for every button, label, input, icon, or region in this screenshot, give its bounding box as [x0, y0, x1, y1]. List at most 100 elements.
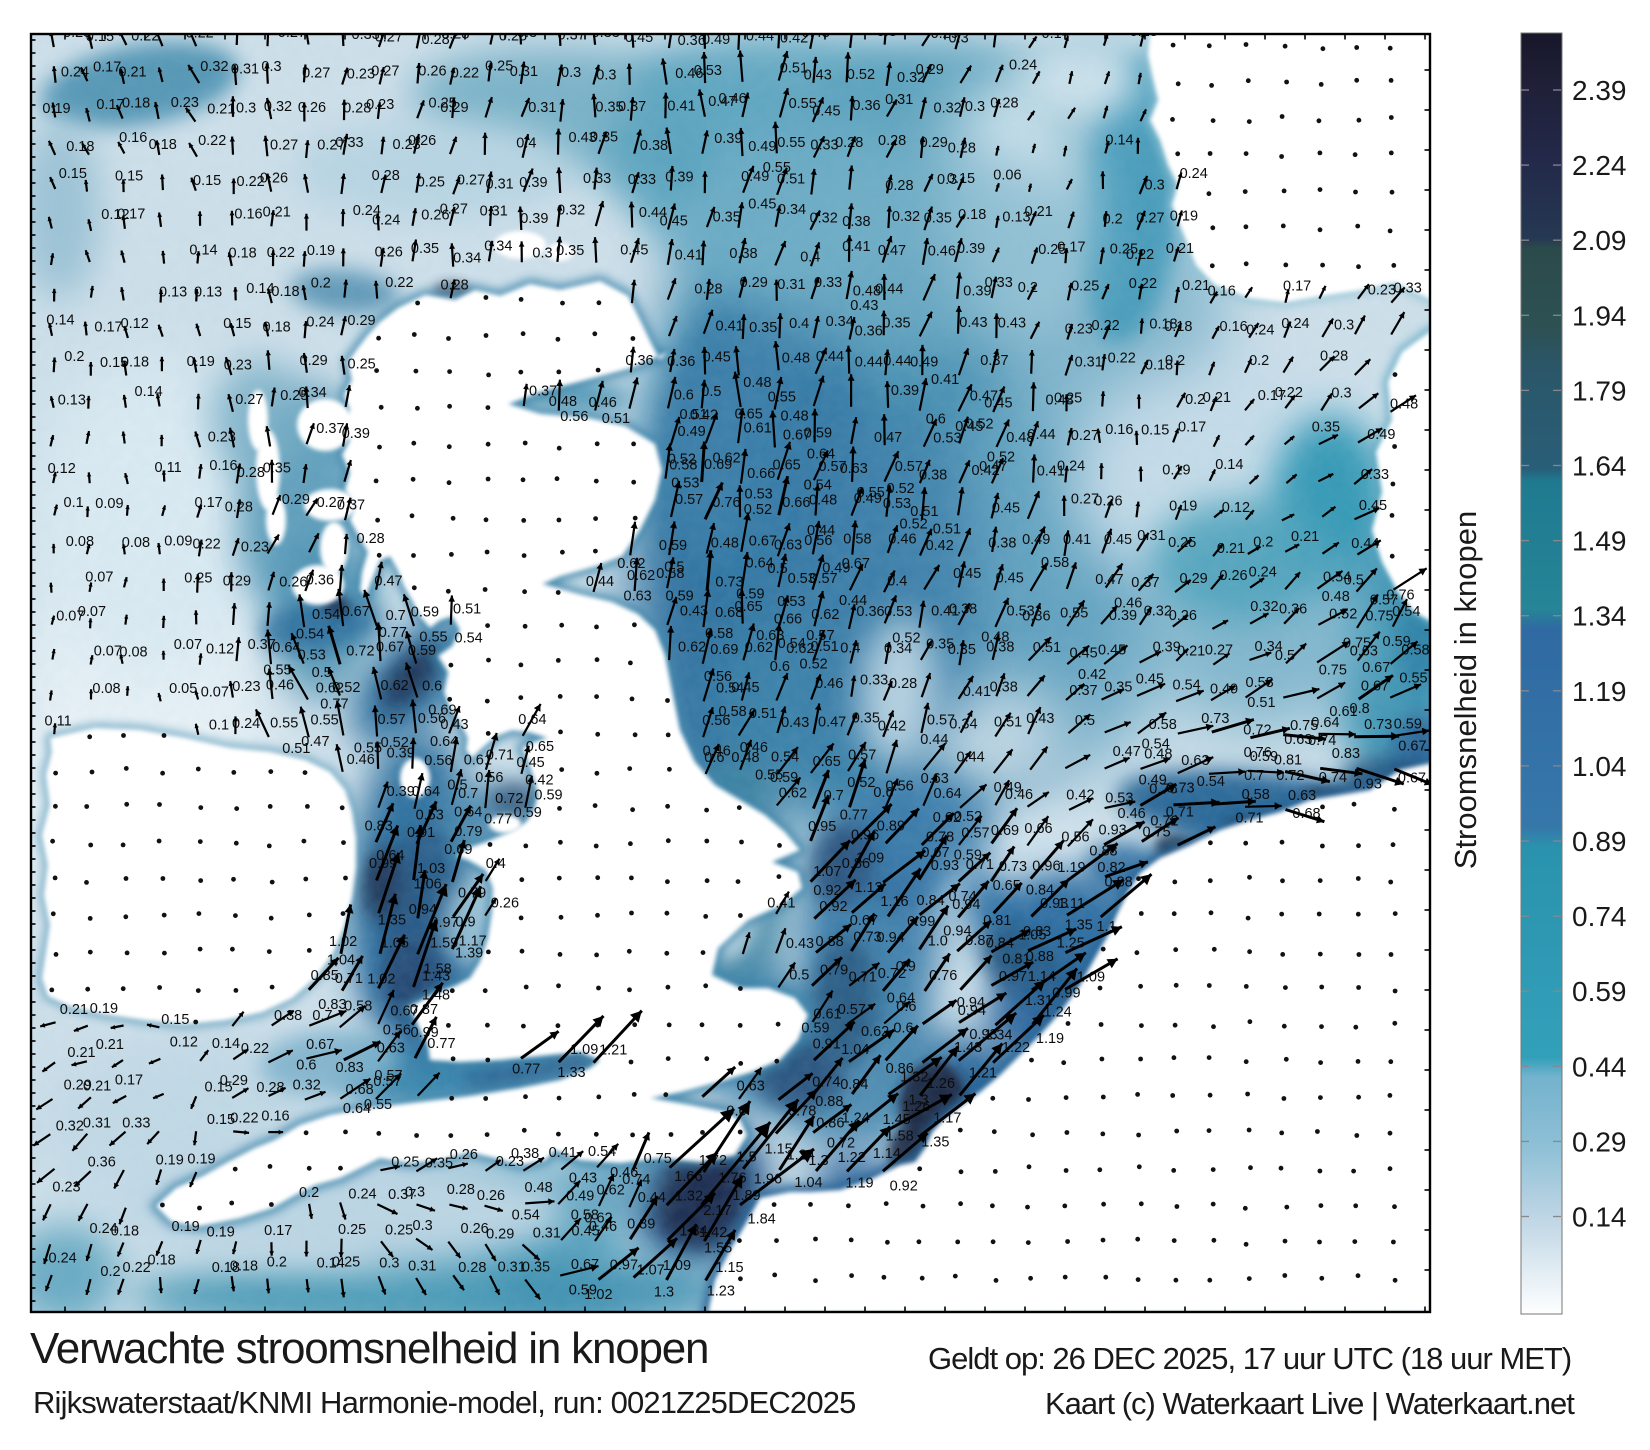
svg-text:0.67: 0.67	[376, 640, 404, 656]
svg-text:0.23: 0.23	[52, 1180, 80, 1196]
svg-text:0.15: 0.15	[205, 1080, 233, 1096]
svg-text:0.39: 0.39	[519, 175, 547, 191]
svg-text:0.3: 0.3	[413, 1218, 433, 1234]
svg-text:0.52: 0.52	[847, 67, 875, 83]
svg-text:0.25: 0.25	[1110, 242, 1138, 258]
svg-text:0.36: 0.36	[855, 324, 883, 340]
svg-text:0.92: 0.92	[890, 1179, 918, 1195]
svg-text:0.07: 0.07	[85, 570, 113, 586]
svg-text:0.11: 0.11	[155, 460, 182, 476]
svg-text:0.27: 0.27	[1071, 428, 1099, 444]
svg-text:0.38: 0.38	[919, 468, 947, 484]
svg-text:0.52: 0.52	[800, 657, 828, 673]
svg-text:0.22: 0.22	[1108, 351, 1136, 367]
svg-text:0.4: 0.4	[800, 250, 820, 266]
svg-text:0.48: 0.48	[853, 284, 881, 300]
svg-text:0.58: 0.58	[344, 998, 372, 1014]
svg-text:1.15: 1.15	[765, 1142, 793, 1158]
svg-text:0.57: 0.57	[895, 459, 923, 475]
svg-text:0.36: 0.36	[667, 354, 695, 370]
svg-text:0.16: 0.16	[1208, 284, 1236, 300]
svg-text:0.43: 0.43	[569, 1171, 597, 1187]
svg-text:0.43: 0.43	[786, 936, 814, 952]
svg-text:0.35: 0.35	[713, 210, 741, 226]
svg-text:0.14: 0.14	[1105, 132, 1133, 148]
svg-text:0.48: 0.48	[781, 409, 809, 425]
svg-text:1.19: 1.19	[1057, 860, 1085, 876]
svg-text:0.07: 0.07	[94, 644, 122, 660]
svg-text:0.2: 0.2	[267, 1254, 287, 1270]
svg-text:0.27: 0.27	[270, 137, 298, 153]
svg-text:0.74: 0.74	[949, 889, 977, 905]
svg-text:0.54: 0.54	[296, 626, 324, 642]
svg-text:0.54: 0.54	[455, 631, 483, 647]
svg-text:0.46: 0.46	[719, 91, 747, 107]
svg-text:0.77: 0.77	[484, 811, 512, 827]
svg-text:0.84: 0.84	[1026, 882, 1054, 898]
svg-text:0.73: 0.73	[1364, 717, 1392, 733]
svg-text:0.69: 0.69	[710, 642, 738, 658]
svg-text:0.63: 0.63	[737, 1079, 765, 1095]
svg-text:0.51: 0.51	[1247, 695, 1275, 711]
svg-text:0.42: 0.42	[1078, 667, 1106, 683]
svg-text:0.5: 0.5	[789, 968, 809, 984]
svg-text:0.47: 0.47	[878, 243, 906, 259]
svg-text:0.27: 0.27	[375, 30, 403, 46]
svg-text:0.28: 0.28	[357, 531, 385, 547]
svg-text:1.07: 1.07	[813, 864, 841, 880]
svg-text:0.4: 0.4	[789, 316, 809, 332]
svg-text:0.28: 0.28	[441, 278, 469, 294]
svg-text:0.7: 0.7	[312, 1008, 332, 1024]
svg-text:0.53: 0.53	[933, 431, 961, 447]
svg-text:0.68: 0.68	[346, 1082, 374, 1098]
svg-text:1.3: 1.3	[808, 1153, 828, 1169]
svg-text:0.28: 0.28	[343, 101, 371, 117]
svg-text:0.59: 0.59	[1250, 749, 1278, 765]
svg-text:0.6: 0.6	[422, 678, 442, 694]
svg-text:0.35: 0.35	[1104, 679, 1132, 695]
svg-text:0.65: 0.65	[813, 754, 841, 770]
svg-text:0.56: 0.56	[383, 1022, 411, 1038]
svg-text:0.55: 0.55	[311, 713, 339, 729]
svg-text:0.35: 0.35	[924, 210, 952, 226]
svg-text:0.84: 0.84	[986, 935, 1014, 951]
svg-text:0.36: 0.36	[625, 353, 653, 369]
svg-text:0.68: 0.68	[715, 605, 743, 621]
svg-text:0.63: 0.63	[840, 461, 868, 477]
svg-text:0.22: 0.22	[193, 536, 221, 552]
svg-text:0.79: 0.79	[454, 824, 482, 840]
svg-text:0.49: 0.49	[910, 355, 938, 371]
svg-text:0.46: 0.46	[347, 752, 375, 768]
svg-text:0.3: 0.3	[405, 1184, 425, 1200]
svg-text:0.72: 0.72	[346, 643, 374, 659]
svg-text:0.72: 0.72	[495, 791, 523, 807]
svg-text:0.59: 0.59	[569, 1283, 597, 1299]
svg-text:0.55: 0.55	[263, 663, 291, 679]
svg-text:0.52: 0.52	[887, 481, 915, 497]
svg-text:0.94: 0.94	[957, 995, 985, 1011]
svg-text:0.62: 0.62	[779, 786, 807, 802]
svg-text:0.59: 0.59	[659, 538, 687, 554]
svg-text:0.54: 0.54	[312, 607, 340, 623]
svg-text:0.64: 0.64	[343, 1101, 371, 1117]
svg-text:0.28: 0.28	[441, 26, 469, 42]
svg-text:2.24: 2.24	[1572, 150, 1627, 181]
svg-text:0.61: 0.61	[744, 421, 772, 437]
svg-text:0.44: 0.44	[638, 1190, 666, 1206]
svg-text:0.3: 0.3	[1145, 178, 1165, 194]
svg-text:0.67: 0.67	[749, 533, 777, 549]
svg-text:0.62: 0.62	[316, 681, 344, 697]
svg-text:0.25: 0.25	[332, 1255, 360, 1271]
svg-text:0.43: 0.43	[440, 717, 468, 733]
svg-text:0.47: 0.47	[1095, 572, 1123, 588]
svg-text:0.17: 0.17	[1258, 388, 1286, 404]
svg-text:0.64: 0.64	[934, 786, 962, 802]
svg-text:0.25: 0.25	[338, 1222, 366, 1238]
svg-text:0.21: 0.21	[1166, 241, 1194, 257]
svg-text:0.53: 0.53	[1007, 604, 1035, 620]
svg-text:0.22: 0.22	[1275, 385, 1303, 401]
svg-text:0.15: 0.15	[161, 1012, 189, 1028]
svg-text:0.42: 0.42	[972, 463, 1000, 479]
svg-text:0.25: 0.25	[1038, 242, 1066, 258]
svg-text:0.44: 0.44	[639, 205, 667, 221]
